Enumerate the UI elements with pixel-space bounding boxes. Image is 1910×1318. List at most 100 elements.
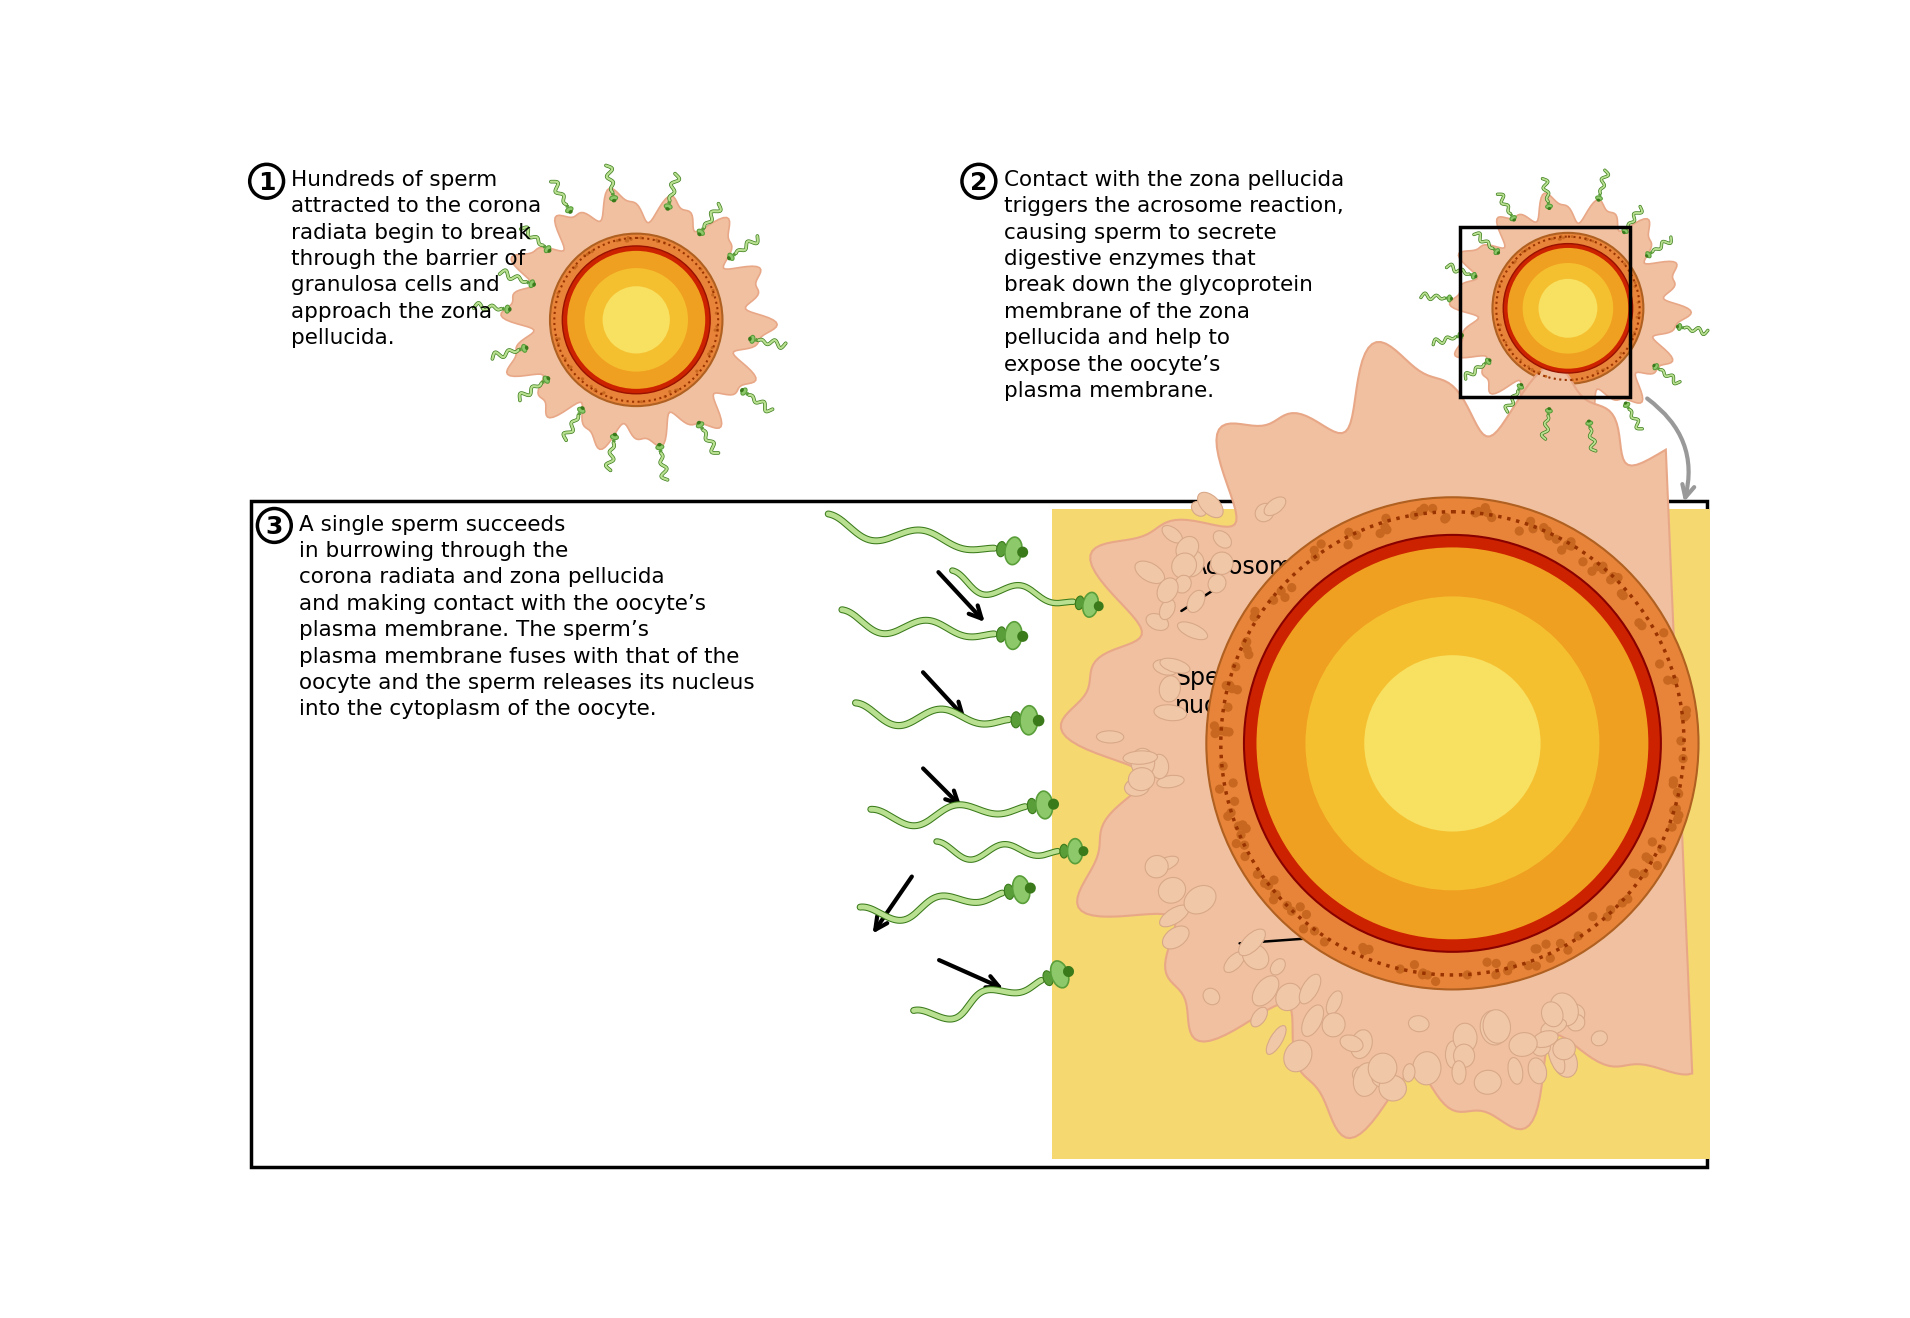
Ellipse shape [1545,409,1553,413]
Ellipse shape [611,440,615,443]
Circle shape [1578,558,1587,567]
Circle shape [1497,328,1501,331]
Circle shape [1228,779,1238,788]
Ellipse shape [1446,297,1448,301]
Circle shape [1539,523,1549,532]
Circle shape [1310,546,1320,555]
Circle shape [1270,875,1278,884]
Ellipse shape [1135,561,1165,584]
Text: Acrosome: Acrosome [1182,555,1306,612]
Ellipse shape [749,336,753,341]
Circle shape [1358,942,1368,952]
Ellipse shape [1450,297,1454,301]
Ellipse shape [1129,767,1156,791]
Circle shape [556,343,560,345]
Ellipse shape [1683,326,1685,330]
Ellipse shape [1551,992,1578,1025]
Ellipse shape [665,204,672,210]
Ellipse shape [728,256,732,261]
Circle shape [711,347,714,349]
Ellipse shape [1658,368,1660,370]
Circle shape [1220,726,1230,735]
Ellipse shape [1480,1011,1507,1045]
Ellipse shape [577,413,581,415]
Circle shape [1220,728,1230,737]
Circle shape [1599,561,1608,571]
Ellipse shape [1457,332,1463,339]
Polygon shape [1052,509,1709,1159]
Ellipse shape [733,253,735,256]
Circle shape [711,294,714,297]
Ellipse shape [1094,601,1104,612]
Ellipse shape [1207,575,1226,593]
Ellipse shape [1354,1062,1379,1097]
Circle shape [1559,235,1562,239]
Circle shape [1295,903,1305,912]
Circle shape [1375,529,1385,538]
Circle shape [1383,525,1392,534]
Circle shape [1513,261,1515,265]
Circle shape [1207,497,1698,990]
Circle shape [709,349,712,353]
Ellipse shape [565,207,573,212]
Circle shape [1658,844,1666,853]
Circle shape [1410,960,1419,969]
Circle shape [1618,590,1627,600]
Ellipse shape [609,195,617,200]
Circle shape [1669,776,1679,786]
Circle shape [1530,944,1539,953]
Circle shape [1641,853,1650,862]
Ellipse shape [613,432,617,436]
Ellipse shape [1184,886,1217,913]
Ellipse shape [1005,884,1014,899]
Circle shape [1222,681,1230,691]
Ellipse shape [1096,730,1123,743]
Ellipse shape [1475,1070,1501,1094]
Ellipse shape [1018,631,1028,642]
Ellipse shape [754,337,758,341]
Circle shape [1360,946,1369,956]
Ellipse shape [1154,659,1178,675]
Circle shape [567,250,705,389]
Circle shape [1310,927,1320,936]
Bar [1459,228,1629,397]
Ellipse shape [1513,219,1517,221]
Ellipse shape [1284,1040,1312,1072]
Ellipse shape [546,376,550,381]
Circle shape [1528,248,1530,250]
Ellipse shape [1591,1031,1608,1045]
Ellipse shape [1079,846,1089,857]
Circle shape [1587,567,1597,576]
Circle shape [1616,589,1625,598]
Circle shape [663,395,667,398]
Circle shape [1217,726,1226,735]
Ellipse shape [1352,1066,1368,1082]
Circle shape [1503,244,1633,373]
Circle shape [1503,966,1513,975]
Ellipse shape [1646,252,1650,258]
Circle shape [1515,260,1517,262]
Ellipse shape [1368,1053,1396,1083]
Circle shape [1562,236,1564,240]
Ellipse shape [1177,622,1207,639]
Ellipse shape [1622,228,1627,233]
Ellipse shape [739,387,743,393]
Text: Hundreds of sperm
attracted to the corona
radiata begin to break
through the bar: Hundreds of sperm attracted to the coron… [290,170,542,348]
Circle shape [615,239,619,243]
Ellipse shape [1154,705,1186,721]
Text: Contact with the zona pellucida
triggers the acrosome reaction,
causing sperm to: Contact with the zona pellucida triggers… [1005,170,1345,401]
Circle shape [1226,808,1236,817]
Circle shape [674,389,678,391]
Ellipse shape [1050,961,1070,987]
Circle shape [1419,969,1427,978]
Ellipse shape [529,279,535,287]
Circle shape [1652,861,1662,870]
Circle shape [590,385,592,387]
Circle shape [1562,945,1572,954]
Circle shape [1507,961,1517,970]
Ellipse shape [1511,216,1517,220]
Ellipse shape [1255,503,1274,522]
Ellipse shape [525,345,529,351]
Circle shape [1287,907,1297,916]
Ellipse shape [1213,531,1232,548]
